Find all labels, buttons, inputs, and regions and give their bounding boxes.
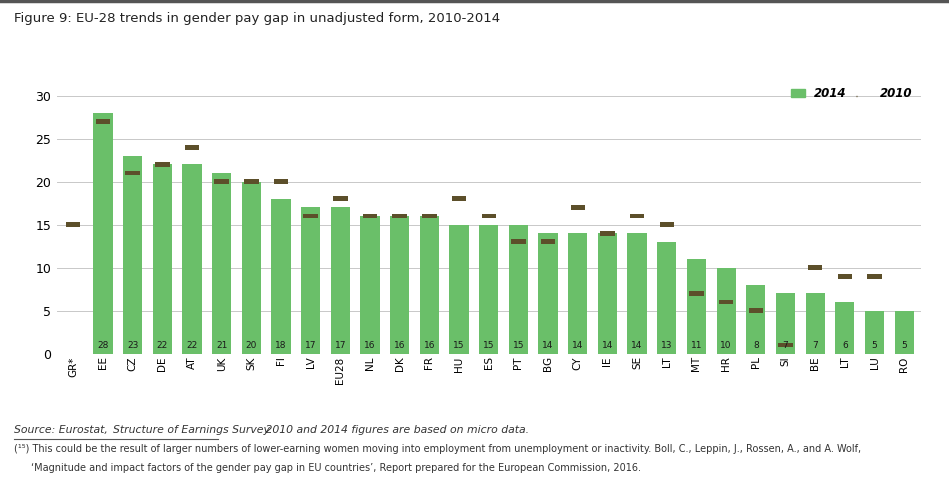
Bar bbox=[333, 196, 347, 201]
Bar bbox=[450, 224, 469, 354]
Text: 7: 7 bbox=[783, 341, 789, 350]
Text: 16: 16 bbox=[364, 341, 376, 350]
Bar bbox=[182, 164, 201, 354]
Text: 22: 22 bbox=[157, 341, 168, 350]
Bar bbox=[808, 265, 823, 270]
Bar bbox=[214, 179, 229, 184]
Text: 14: 14 bbox=[543, 341, 554, 350]
Text: 5: 5 bbox=[902, 341, 907, 350]
Bar bbox=[304, 214, 318, 218]
Bar bbox=[390, 216, 409, 354]
Bar bbox=[242, 182, 261, 354]
Bar bbox=[806, 293, 825, 354]
Bar bbox=[185, 145, 199, 150]
Bar bbox=[835, 302, 854, 354]
Text: 17: 17 bbox=[335, 341, 346, 350]
Bar bbox=[865, 311, 884, 354]
Bar bbox=[93, 113, 113, 354]
Text: 10: 10 bbox=[720, 341, 732, 350]
Bar bbox=[512, 240, 526, 244]
Bar bbox=[568, 233, 587, 354]
Bar bbox=[363, 214, 378, 218]
Text: 2010 and 2014 figures are based on micro data.: 2010 and 2014 figures are based on micro… bbox=[262, 425, 529, 435]
Bar bbox=[125, 171, 140, 175]
Bar bbox=[716, 268, 735, 354]
Bar bbox=[330, 207, 350, 354]
Text: 17: 17 bbox=[305, 341, 316, 350]
Bar bbox=[570, 205, 585, 210]
Text: 15: 15 bbox=[454, 341, 465, 350]
Text: 13: 13 bbox=[661, 341, 673, 350]
Bar bbox=[393, 214, 407, 218]
Text: 14: 14 bbox=[631, 341, 642, 350]
Bar bbox=[481, 214, 496, 218]
Text: 22: 22 bbox=[186, 341, 197, 350]
Text: 14: 14 bbox=[572, 341, 584, 350]
Text: 14: 14 bbox=[602, 341, 613, 350]
Text: 11: 11 bbox=[691, 341, 702, 350]
Bar bbox=[749, 308, 763, 313]
Text: 16: 16 bbox=[423, 341, 436, 350]
Bar bbox=[895, 311, 914, 354]
Bar bbox=[627, 233, 647, 354]
Text: 16: 16 bbox=[394, 341, 405, 350]
Bar bbox=[541, 240, 555, 244]
Bar bbox=[212, 173, 232, 354]
Text: 23: 23 bbox=[127, 341, 139, 350]
Bar bbox=[244, 179, 258, 184]
Bar bbox=[123, 156, 142, 354]
Bar bbox=[479, 224, 498, 354]
Text: Figure 9: EU-28 trends in gender pay gap in unadjusted form, 2010-2014: Figure 9: EU-28 trends in gender pay gap… bbox=[14, 12, 500, 25]
Bar bbox=[776, 293, 795, 354]
Text: 28: 28 bbox=[97, 341, 108, 350]
Text: Source: Eurostat,: Source: Eurostat, bbox=[14, 425, 112, 435]
Bar bbox=[452, 196, 466, 201]
Bar bbox=[687, 259, 706, 354]
Bar bbox=[719, 300, 734, 304]
Bar bbox=[838, 274, 852, 278]
Bar bbox=[689, 291, 704, 296]
Bar bbox=[778, 343, 792, 347]
Text: 21: 21 bbox=[216, 341, 228, 350]
Text: ‘Magnitude and impact factors of the gender pay gap in EU countries’, Report pre: ‘Magnitude and impact factors of the gen… bbox=[31, 463, 642, 472]
Bar bbox=[271, 199, 290, 354]
Text: 7: 7 bbox=[812, 341, 818, 350]
Text: 6: 6 bbox=[842, 341, 847, 350]
Legend: 2014, 2010: 2014, 2010 bbox=[789, 84, 915, 102]
Text: Structure of Earnings Survey.: Structure of Earnings Survey. bbox=[113, 425, 272, 435]
Text: 5: 5 bbox=[871, 341, 878, 350]
Bar bbox=[422, 214, 437, 218]
Bar bbox=[509, 224, 528, 354]
Text: 15: 15 bbox=[512, 341, 524, 350]
Text: 18: 18 bbox=[275, 341, 287, 350]
Bar bbox=[598, 233, 617, 354]
Bar bbox=[96, 119, 110, 124]
Bar bbox=[66, 222, 81, 227]
Bar bbox=[301, 207, 321, 354]
Bar bbox=[538, 233, 558, 354]
Bar bbox=[630, 214, 644, 218]
Text: 15: 15 bbox=[483, 341, 494, 350]
Bar bbox=[361, 216, 380, 354]
Bar bbox=[660, 222, 674, 227]
Bar bbox=[746, 285, 766, 354]
Text: 20: 20 bbox=[246, 341, 257, 350]
Bar bbox=[600, 231, 615, 236]
Bar bbox=[657, 242, 677, 354]
Bar bbox=[273, 179, 288, 184]
Bar bbox=[155, 162, 170, 167]
Text: (¹⁵) This could be the result of larger numbers of lower-earning women moving in: (¹⁵) This could be the result of larger … bbox=[14, 444, 862, 454]
Bar bbox=[867, 274, 882, 278]
Text: 8: 8 bbox=[753, 341, 758, 350]
Bar bbox=[153, 164, 172, 354]
Bar bbox=[419, 216, 439, 354]
